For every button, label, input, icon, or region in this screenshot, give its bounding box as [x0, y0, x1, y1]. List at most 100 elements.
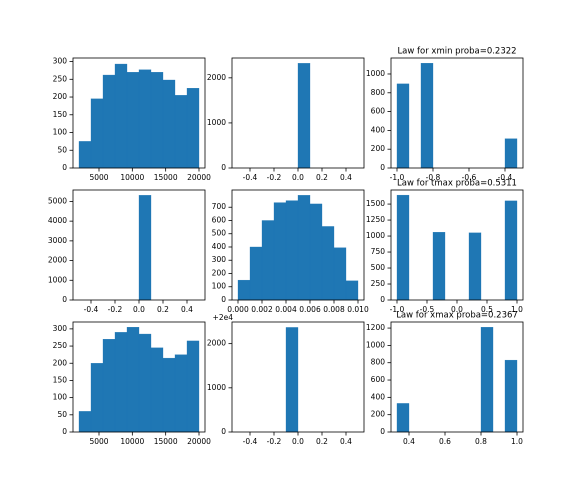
- x-tick-label: 0.006: [299, 305, 321, 314]
- x-tick-label: 20000: [187, 437, 211, 446]
- axes-frame: [390, 57, 524, 169]
- y-tick-label: 400: [371, 392, 386, 401]
- y-tick-label: 1500: [366, 199, 385, 208]
- x-tick-label: 0.002: [251, 305, 273, 314]
- bar: [150, 347, 164, 433]
- axes-frame: [231, 189, 365, 301]
- x-tick-label: 10000: [120, 173, 144, 182]
- y-tick-label: 300: [53, 57, 68, 66]
- x-tick-label: 0.2: [157, 305, 169, 314]
- y-tick-label: 800: [371, 88, 386, 97]
- x-tick-label: 0.2: [316, 437, 328, 446]
- bar: [309, 203, 323, 301]
- y-tick-label: 200: [212, 268, 227, 277]
- x-tick-label: 0.0: [451, 305, 463, 314]
- x-tick-label: -0.4: [243, 173, 258, 182]
- x-tick-label: 0.010: [347, 305, 369, 314]
- y-tick-label: 1000: [366, 69, 385, 78]
- bar: [504, 138, 518, 169]
- x-tick-label: 0.4: [181, 305, 193, 314]
- bar: [396, 194, 410, 301]
- bar: [162, 357, 176, 433]
- y-tick-label: 600: [371, 375, 386, 384]
- x-tick-label: 0.5: [481, 305, 493, 314]
- bar: [333, 247, 347, 301]
- x-tick-label: 0.0: [292, 173, 304, 182]
- y-tick-label: 100: [53, 128, 68, 137]
- y-tick-label: 300: [212, 255, 227, 264]
- x-offset-label: +2e4: [213, 313, 234, 322]
- bar: [261, 220, 275, 301]
- bar: [174, 354, 188, 433]
- x-tick-label: 0.2: [316, 173, 328, 182]
- y-tick-label: 300: [53, 324, 68, 333]
- x-tick-label: -0.5: [420, 305, 435, 314]
- y-tick-label: 100: [212, 282, 227, 291]
- y-tick-label: 0: [221, 163, 226, 172]
- y-tick-label: 750: [371, 247, 386, 256]
- x-tick-label: 0.0: [133, 305, 145, 314]
- y-tick-label: 800: [371, 358, 386, 367]
- bar: [504, 359, 518, 433]
- bar: [126, 72, 140, 169]
- y-tick-label: 250: [371, 279, 386, 288]
- y-tick-label: 600: [212, 215, 227, 224]
- x-tick-label: -0.6: [462, 173, 477, 182]
- bar: [138, 195, 152, 301]
- axes-frame: [72, 57, 206, 169]
- x-tick-label: -0.2: [108, 305, 123, 314]
- bar: [420, 63, 434, 169]
- bar: [396, 83, 410, 169]
- bar: [468, 232, 482, 301]
- bar: [138, 333, 152, 433]
- bar: [285, 327, 299, 433]
- bar: [114, 332, 128, 433]
- y-tick-label: 0: [62, 163, 67, 172]
- x-tick-label: 5000: [89, 173, 108, 182]
- y-tick-label: 0: [380, 163, 385, 172]
- y-tick-label: 50: [57, 145, 67, 154]
- y-tick-label: 150: [53, 110, 68, 119]
- bar: [186, 88, 200, 169]
- bar: [237, 279, 251, 301]
- y-tick-label: 50: [57, 410, 67, 419]
- x-tick-label: -0.2: [267, 437, 282, 446]
- x-tick-label: 0.6: [439, 437, 451, 446]
- y-tick-label: 200: [53, 92, 68, 101]
- y-tick-label: 1000: [366, 340, 385, 349]
- y-tick-label: 250: [53, 341, 68, 350]
- y-tick-label: 0: [62, 295, 67, 304]
- bar: [102, 339, 116, 433]
- x-tick-label: -1.0: [390, 305, 405, 314]
- bar: [174, 95, 188, 169]
- bar: [186, 340, 200, 433]
- bar: [396, 403, 410, 433]
- axes-frame: [72, 321, 206, 433]
- y-tick-label: 1000: [366, 231, 385, 240]
- x-tick-label: -0.2: [267, 173, 282, 182]
- x-tick-label: -0.4: [498, 173, 513, 182]
- bar: [138, 69, 152, 169]
- y-tick-label: 1250: [366, 215, 385, 224]
- bar: [297, 195, 311, 301]
- y-tick-label: 1000: [207, 118, 226, 127]
- y-tick-label: 0: [380, 427, 385, 436]
- axes-frame: [390, 321, 524, 433]
- x-tick-label: 20000: [187, 173, 211, 182]
- y-tick-label: 100: [53, 393, 68, 402]
- y-tick-label: 4000: [48, 216, 67, 225]
- y-tick-label: 3000: [48, 236, 67, 245]
- axes-title: Law for tmax proba=0.5311: [397, 179, 517, 189]
- bar: [480, 327, 494, 433]
- x-tick-label: 15000: [154, 173, 178, 182]
- x-tick-label: 1.0: [511, 305, 523, 314]
- bar: [150, 72, 164, 169]
- x-tick-label: -0.8: [426, 173, 441, 182]
- y-tick-label: 200: [53, 358, 68, 367]
- y-tick-label: 0: [380, 295, 385, 304]
- bar: [273, 202, 287, 301]
- y-tick-label: 0: [221, 427, 226, 436]
- bar: [345, 280, 359, 301]
- x-tick-label: 0.0: [292, 437, 304, 446]
